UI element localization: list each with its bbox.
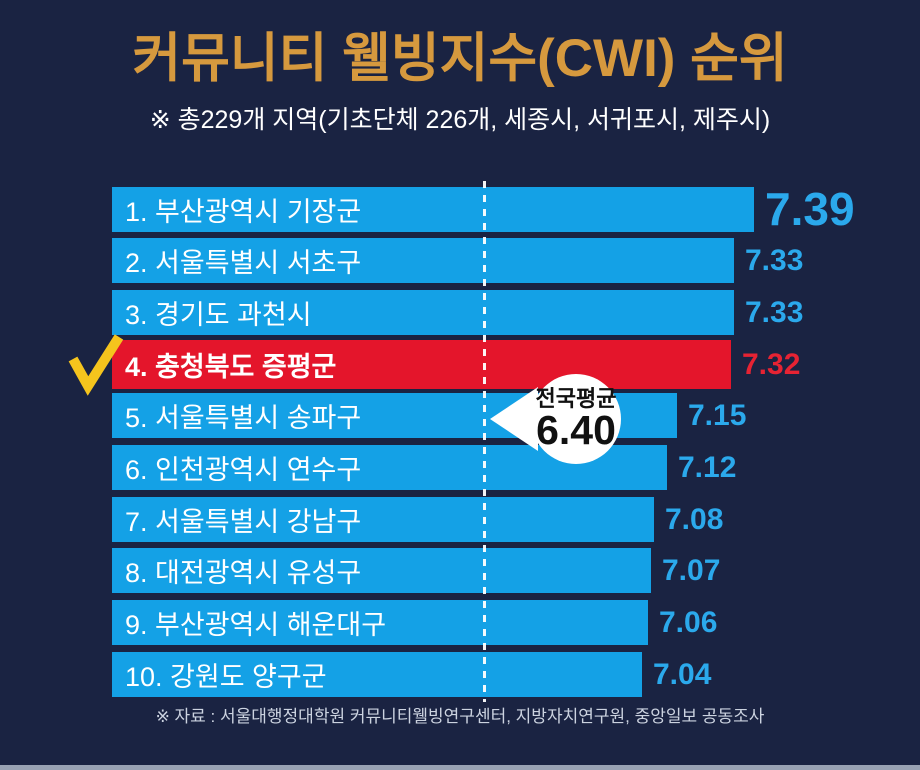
bar: 8. 대전광역시 유성구 xyxy=(112,548,651,593)
bar-value: 7.07 xyxy=(662,554,721,587)
bar-value: 7.04 xyxy=(653,658,712,691)
bar-value: 7.15 xyxy=(688,399,747,432)
bar-value: 7.32 xyxy=(742,348,801,381)
average-bubble-label: 전국평균 xyxy=(535,385,617,411)
source-note: ※ 자료 : 서울대행정대학원 커뮤니티웰빙연구센터, 지방자치연구원, 중앙일… xyxy=(155,707,765,726)
bar: 7. 서울특별시 강남구 xyxy=(112,497,654,542)
bar-value: 7.08 xyxy=(665,503,724,536)
bar-value: 7.33 xyxy=(745,244,804,277)
bar-label: 8. 대전광역시 유성구 xyxy=(125,558,362,588)
bar-value: 7.12 xyxy=(678,451,737,484)
average-bubble: 전국평균 6.40 xyxy=(531,374,621,464)
average-bubble-value: 6.40 xyxy=(536,407,616,454)
bar: 1. 부산광역시 기장군 xyxy=(112,187,754,232)
bar-value: 7.33 xyxy=(745,296,804,329)
bar-label: 3. 경기도 과천시 xyxy=(125,300,312,330)
bar-label: 6. 인천광역시 연수구 xyxy=(125,455,362,485)
bar: 9. 부산광역시 해운대구 xyxy=(112,600,648,645)
bar-label: 1. 부산광역시 기장군 xyxy=(125,197,362,227)
page-subtitle: ※ 총229개 지역(기초단체 226개, 세종시, 서귀포시, 제주시) xyxy=(149,106,771,134)
bar-value: 7.06 xyxy=(659,606,718,639)
bar: 2. 서울특별시 서초구 xyxy=(112,238,734,283)
bar: 6. 인천광역시 연수구 xyxy=(112,445,667,490)
bar-label: 10. 강원도 양구군 xyxy=(125,662,327,692)
bar: 10. 강원도 양구군 xyxy=(112,652,642,697)
bar-label: 7. 서울특별시 강남구 xyxy=(125,507,362,537)
bar-value: 7.39 xyxy=(765,183,855,235)
page-title: 커뮤니티 웰빙지수(CWI) 순위 xyxy=(132,29,788,88)
bar: 3. 경기도 과천시 xyxy=(112,290,734,335)
bar-label: 5. 서울특별시 송파구 xyxy=(125,403,362,433)
bar-label: 2. 서울특별시 서초구 xyxy=(125,248,362,278)
bar-label: 4. 충청북도 증평군 xyxy=(125,352,337,382)
bar-highlighted: 4. 충청북도 증평군 xyxy=(112,340,731,389)
average-bubble-tail xyxy=(490,387,538,451)
bottom-strip xyxy=(0,765,920,770)
bar-label: 9. 부산광역시 해운대구 xyxy=(125,610,387,640)
